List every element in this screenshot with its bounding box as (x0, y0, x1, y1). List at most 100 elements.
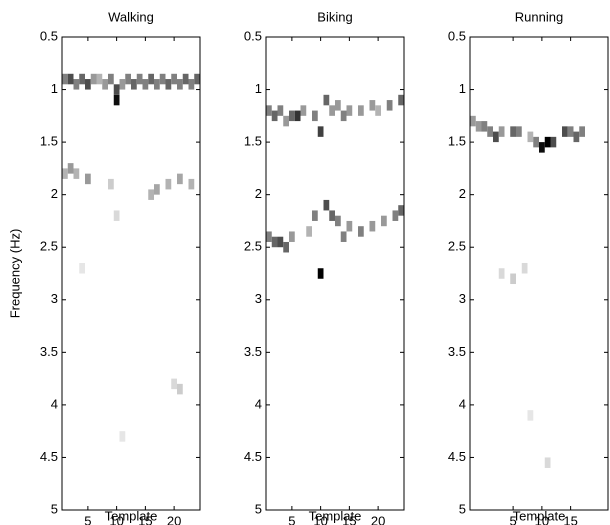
heatmap-cell (271, 236, 278, 248)
x-tick-label: 5 (84, 513, 91, 525)
heatmap-cell (294, 110, 301, 122)
heatmap-cell (142, 79, 149, 90)
heatmap-cell (154, 184, 160, 195)
heatmap-cell (73, 79, 80, 90)
heatmap-cell (527, 410, 534, 421)
heatmap-cell (521, 262, 528, 274)
heatmap-cell (323, 199, 330, 211)
heatmap-cell (392, 210, 399, 221)
y-tick-label: 1.5 (40, 134, 58, 149)
heatmap-cell (567, 126, 574, 137)
y-tick-label: 3 (459, 291, 466, 306)
y-tick-label: 2 (459, 186, 466, 201)
heatmap-cell (67, 163, 74, 174)
heatmap-cell (277, 105, 284, 116)
heatmap-cell (171, 378, 177, 390)
plot-frame (265, 36, 405, 511)
heatmap-cell (90, 73, 97, 85)
heatmap-cell (300, 105, 307, 116)
heatmap-cells (470, 115, 585, 468)
heatmap-cell (335, 215, 341, 227)
heatmap-cell (539, 142, 545, 153)
heatmap-cell (550, 136, 557, 148)
heatmap-cell (271, 110, 278, 122)
y-tick-label: 4.5 (244, 449, 262, 464)
heatmap-cell (527, 131, 534, 143)
heatmap-cell (148, 73, 154, 85)
heatmap-cell (125, 73, 131, 85)
x-tick-label: 10 (109, 513, 123, 525)
y-tick-label: 1 (459, 81, 466, 96)
panel-title: Walking (108, 9, 154, 24)
heatmap-cell (108, 73, 114, 85)
x-tick-label: 10 (535, 513, 549, 525)
heatmap-cell (533, 136, 539, 148)
y-tick-label: 0.5 (244, 28, 262, 43)
y-tick-label: 0.5 (448, 28, 466, 43)
y-tick-label: 4 (51, 396, 58, 411)
heatmap-cell (498, 126, 505, 137)
y-tick-label: 3.5 (244, 344, 262, 359)
y-tick-label: 1.5 (244, 134, 262, 149)
heatmap-cell (375, 105, 381, 116)
heatmap-cell (182, 73, 189, 85)
heatmap-cell (79, 73, 85, 85)
heatmap-cells (266, 94, 404, 279)
heatmap-cell (470, 115, 476, 127)
y-tick-label: 4.5 (40, 449, 58, 464)
x-tick-label: 20 (371, 513, 385, 525)
heatmap-cell (67, 73, 74, 85)
x-tick-label: 5 (288, 513, 295, 525)
y-axis-label: Frequency (Hz) (7, 229, 22, 319)
y-tick-label: 2 (255, 186, 262, 201)
y-tick-label: 3 (255, 291, 262, 306)
heatmap-cell (493, 131, 499, 143)
y-tick-label: 4 (255, 396, 262, 411)
heatmap-cell (85, 79, 91, 90)
heatmap-cell (289, 231, 295, 242)
heatmap-cells (62, 73, 200, 442)
x-tick-label: 5 (510, 513, 517, 525)
heatmap-cell (131, 79, 137, 90)
heatmap-cell (573, 131, 580, 143)
heatmap-cell (136, 73, 143, 85)
heatmap-cell (340, 110, 347, 122)
y-tick-label: 2 (51, 186, 58, 201)
heatmap-cell (579, 126, 585, 137)
heatmap-cell (119, 79, 126, 90)
heatmap-cell (266, 105, 272, 116)
y-tick-label: 5 (255, 501, 262, 516)
heatmap-cell (312, 210, 318, 221)
y-tick-label: 1 (255, 81, 262, 96)
x-tick-label: 15 (138, 513, 152, 525)
x-tick-label: 15 (563, 513, 577, 525)
heatmap-cell (96, 73, 103, 85)
panel-title: Biking (317, 9, 352, 24)
heatmap-cell (62, 73, 68, 85)
heatmap-cell (194, 73, 200, 85)
heatmap-cell (516, 126, 522, 137)
y-tick-label: 2.5 (448, 239, 466, 254)
y-tick-label: 3 (51, 291, 58, 306)
heatmap-cell (544, 136, 551, 148)
y-tick-label: 5 (51, 501, 58, 516)
heatmap-cell (73, 168, 80, 179)
heatmap-cell (113, 210, 120, 221)
heatmap-cell (317, 126, 324, 137)
y-tick-label: 0.5 (40, 28, 58, 43)
heatmap-cell (398, 205, 404, 216)
x-axis-label: Template (105, 508, 158, 523)
y-tick-label: 4 (459, 396, 466, 411)
heatmap-cell (171, 73, 177, 85)
heatmap-cell (177, 173, 183, 185)
plot-frame (469, 36, 609, 511)
y-tick-label: 4.5 (448, 449, 466, 464)
heatmap-cell (369, 100, 376, 111)
panel-title: Running (515, 9, 563, 24)
heatmap-cell (358, 105, 364, 116)
heatmap-cell (335, 100, 341, 111)
heatmap-cell (165, 178, 172, 190)
heatmap-cell (177, 79, 183, 90)
heatmap-cell (283, 241, 289, 253)
